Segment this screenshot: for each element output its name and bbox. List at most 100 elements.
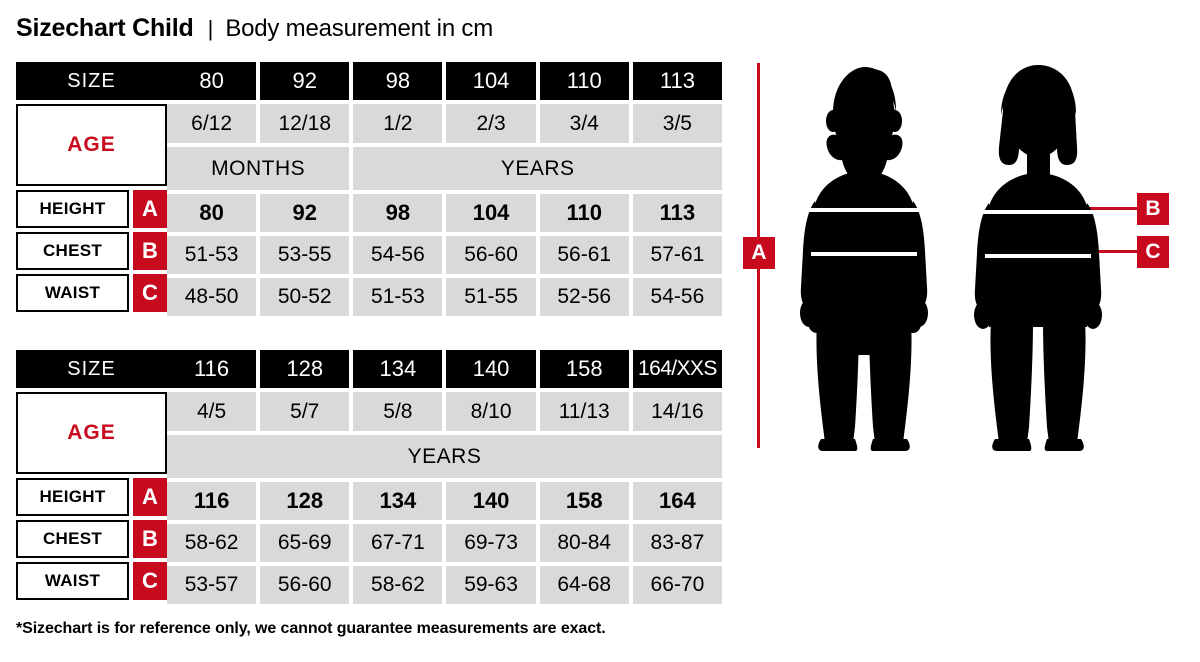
row-sizes-2: 116 128 134 140 158 164/XXS	[167, 350, 722, 388]
badge-a-label: A	[133, 190, 167, 228]
cell-waist: 58-62	[353, 566, 443, 604]
marker-a-badge: A	[743, 237, 775, 269]
label-height: HEIGHT	[16, 190, 129, 228]
label-row-waist: WAIST C	[16, 274, 167, 312]
cell-height: 92	[260, 194, 350, 232]
cell-size: 116	[167, 350, 257, 388]
label-age: AGE	[16, 104, 167, 186]
cell-height: 158	[539, 482, 629, 520]
label-column-1: SIZE AGE HEIGHT A CHEST B WAIST C	[16, 62, 167, 316]
row-height-2: 116 128 134 140 158 164	[167, 482, 722, 520]
cell-size: 134	[353, 350, 443, 388]
cell-height: 104	[446, 194, 536, 232]
cell-waist: 56-60	[260, 566, 350, 604]
girl-silhouette	[974, 65, 1102, 451]
cell-age-unit: MONTHS	[167, 147, 350, 190]
badge-c-label: C	[133, 562, 167, 600]
cell-chest: 51-53	[167, 236, 257, 274]
cell-age: 2/3	[446, 104, 536, 143]
cell-size: 140	[446, 350, 536, 388]
cell-waist: 52-56	[539, 278, 629, 316]
cell-waist: 54-56	[632, 278, 722, 316]
row-waist-1: 48-50 50-52 51-53 51-55 52-56 54-56	[167, 278, 722, 316]
cell-waist: 64-68	[539, 566, 629, 604]
cell-height: 128	[260, 482, 350, 520]
row-age-units-2: YEARS	[167, 435, 722, 478]
label-waist: WAIST	[16, 274, 129, 312]
row-chest-1: 51-53 53-55 54-56 56-60 56-61 57-61	[167, 236, 722, 274]
cell-age: 3/5	[632, 104, 722, 143]
sizechart-table-2: SIZE AGE HEIGHT A CHEST B WAIST C 116 128…	[16, 350, 722, 604]
cell-age: 12/18	[260, 104, 350, 143]
cell-size: 104	[446, 62, 536, 100]
cell-chest: 57-61	[632, 236, 722, 274]
cell-chest: 83-87	[632, 524, 722, 562]
cell-age-unit: YEARS	[167, 435, 722, 478]
cell-height: 134	[353, 482, 443, 520]
cell-age: 6/12	[167, 104, 257, 143]
label-row-waist: WAIST C	[16, 562, 167, 600]
label-age: AGE	[16, 392, 167, 474]
data-column-2: 116 128 134 140 158 164/XXS 4/5 5/7 5/8 8/10 11/1…	[167, 350, 722, 604]
label-row-chest: CHEST B	[16, 232, 167, 270]
chest-leader-line	[1087, 207, 1139, 210]
child-silhouettes	[800, 65, 1102, 451]
cell-height: 98	[353, 194, 443, 232]
cell-waist: 66-70	[632, 566, 722, 604]
boy-waist-band	[811, 252, 917, 256]
girl-chest-band	[981, 210, 1095, 214]
boy-silhouette	[800, 67, 928, 451]
row-chest-2: 58-62 65-69 67-71 69-73 80-84 83-87	[167, 524, 722, 562]
cell-waist: 50-52	[260, 278, 350, 316]
label-height: HEIGHT	[16, 478, 129, 516]
cell-size: 98	[353, 62, 443, 100]
label-row-chest: CHEST B	[16, 520, 167, 558]
cell-chest: 80-84	[539, 524, 629, 562]
cell-size: 164/XXS	[632, 350, 722, 388]
badge-c-label: C	[133, 274, 167, 312]
badge-b-label: B	[133, 520, 167, 558]
label-chest: CHEST	[16, 520, 129, 558]
cell-size: 113	[632, 62, 722, 100]
cell-height: 80	[167, 194, 257, 232]
cell-age: 14/16	[632, 392, 722, 431]
page-title: Sizechart Child | Body measurement in cm	[16, 14, 493, 43]
cell-chest: 56-60	[446, 236, 536, 274]
cell-waist: 53-57	[167, 566, 257, 604]
cell-height: 113	[632, 194, 722, 232]
cell-size: 128	[260, 350, 350, 388]
cell-age: 8/10	[446, 392, 536, 431]
cell-age: 5/7	[260, 392, 350, 431]
cell-chest: 53-55	[260, 236, 350, 274]
marker-b-badge: B	[1137, 193, 1169, 225]
label-waist: WAIST	[16, 562, 129, 600]
cell-waist: 48-50	[167, 278, 257, 316]
cell-size: 158	[539, 350, 629, 388]
cell-height: 140	[446, 482, 536, 520]
row-sizes-1: 80 92 98 104 110 113	[167, 62, 722, 100]
cell-chest: 67-71	[353, 524, 443, 562]
waist-leader-line	[1087, 250, 1139, 253]
cell-chest: 54-56	[353, 236, 443, 274]
boy-chest-band	[807, 208, 921, 212]
cell-waist: 51-55	[446, 278, 536, 316]
badge-b-label: B	[133, 232, 167, 270]
cell-age: 3/4	[539, 104, 629, 143]
cell-waist: 59-63	[446, 566, 536, 604]
cell-chest: 65-69	[260, 524, 350, 562]
label-size: SIZE	[16, 350, 167, 388]
cell-age-unit: YEARS	[353, 147, 722, 190]
marker-c-badge: C	[1137, 236, 1169, 268]
title-main: Sizechart Child	[16, 14, 194, 42]
cell-chest: 69-73	[446, 524, 536, 562]
row-height-1: 80 92 98 104 110 113	[167, 194, 722, 232]
cell-size: 92	[260, 62, 350, 100]
cell-age: 1/2	[353, 104, 443, 143]
label-row-height: HEIGHT A	[16, 190, 167, 228]
title-separator: |	[207, 16, 214, 41]
cell-age: 5/8	[353, 392, 443, 431]
label-size: SIZE	[16, 62, 167, 100]
cell-waist: 51-53	[353, 278, 443, 316]
measurement-figure-panel: A B C	[735, 55, 1190, 455]
cell-size: 80	[167, 62, 257, 100]
